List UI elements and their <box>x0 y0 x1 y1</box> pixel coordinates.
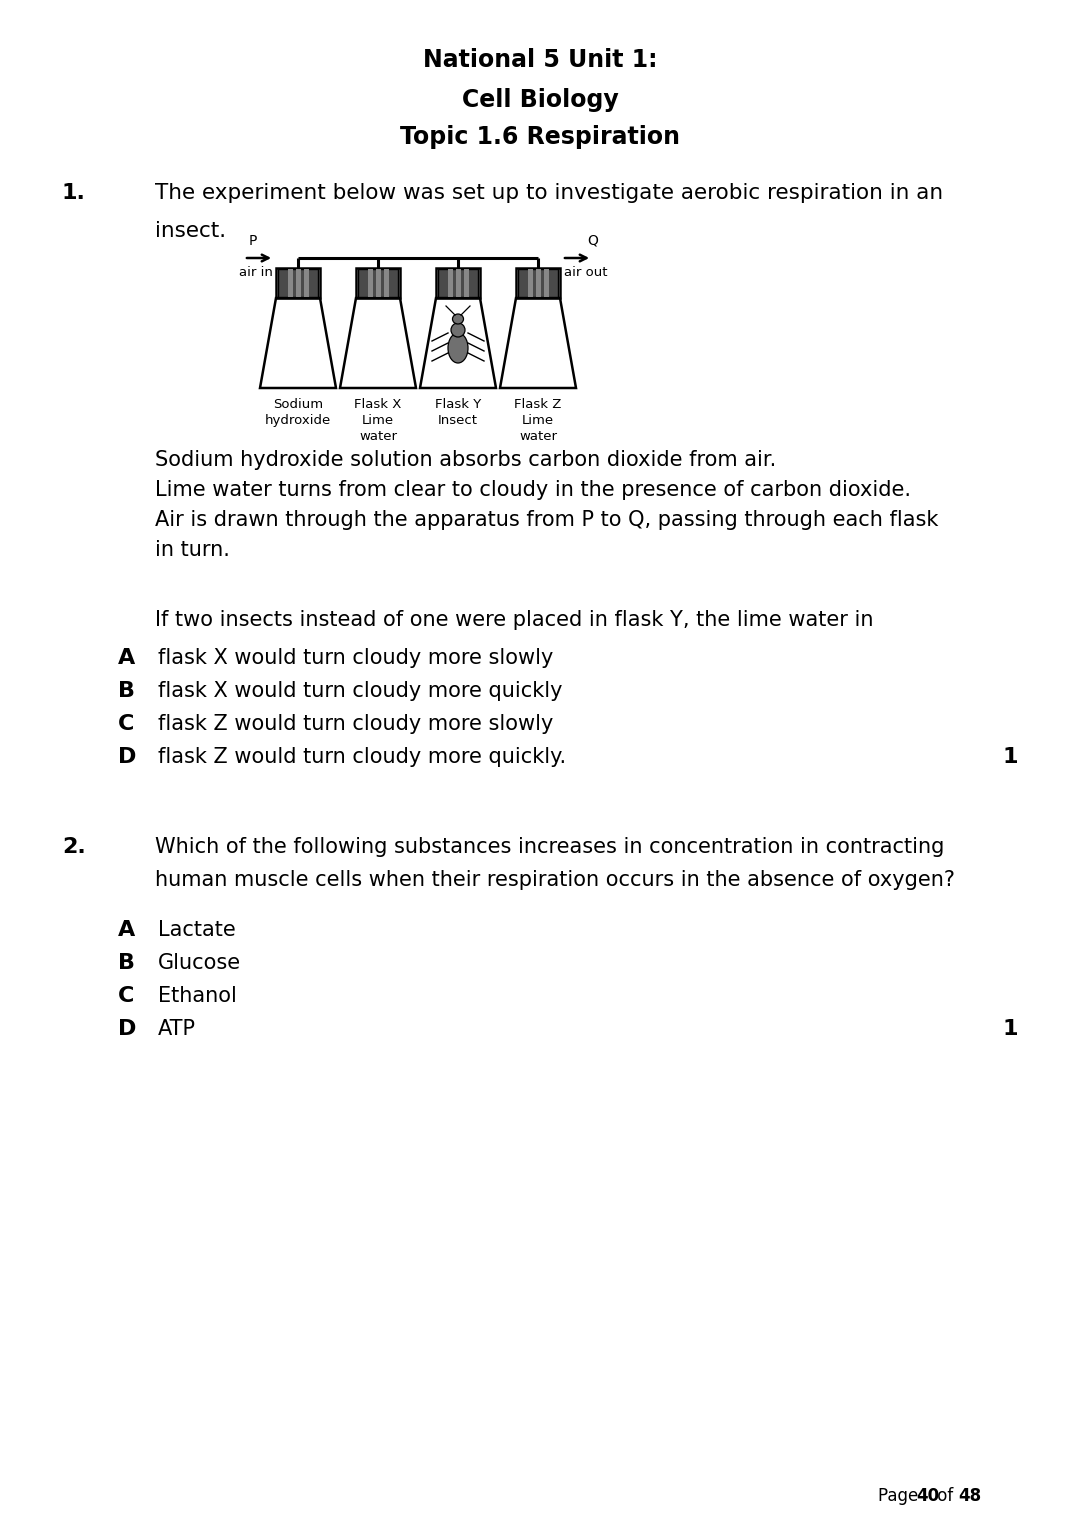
Text: National 5 Unit 1:: National 5 Unit 1: <box>422 47 658 72</box>
Polygon shape <box>447 269 453 296</box>
Polygon shape <box>456 269 460 296</box>
Text: human muscle cells when their respiration occurs in the absence of oxygen?: human muscle cells when their respiratio… <box>156 870 955 890</box>
Polygon shape <box>376 269 380 296</box>
Text: flask X would turn cloudy more quickly: flask X would turn cloudy more quickly <box>158 681 563 701</box>
Text: Ethanol: Ethanol <box>158 986 237 1006</box>
Text: in turn.: in turn. <box>156 541 230 560</box>
Text: Lactate: Lactate <box>158 919 235 941</box>
Text: C: C <box>118 715 134 734</box>
Text: 1.: 1. <box>62 183 86 203</box>
Text: 1: 1 <box>1002 747 1018 767</box>
Text: Lime water turns from clear to cloudy in the presence of carbon dioxide.: Lime water turns from clear to cloudy in… <box>156 479 912 499</box>
Text: 1: 1 <box>1002 1019 1018 1038</box>
Text: Flask X
Lime
water: Flask X Lime water <box>354 399 402 443</box>
Text: Cell Biology: Cell Biology <box>461 89 619 111</box>
Text: P: P <box>249 234 257 247</box>
Text: D: D <box>118 747 136 767</box>
Text: Sodium hydroxide solution absorbs carbon dioxide from air.: Sodium hydroxide solution absorbs carbon… <box>156 450 777 470</box>
Text: flask X would turn cloudy more slowly: flask X would turn cloudy more slowly <box>158 647 553 667</box>
Text: ATP: ATP <box>158 1019 195 1038</box>
Polygon shape <box>527 269 532 296</box>
Ellipse shape <box>453 315 463 324</box>
Text: flask Z would turn cloudy more quickly.: flask Z would turn cloudy more quickly. <box>158 747 566 767</box>
Text: The experiment below was set up to investigate aerobic respiration in an: The experiment below was set up to inves… <box>156 183 943 203</box>
Text: D: D <box>118 1019 136 1038</box>
Text: air in: air in <box>239 266 273 279</box>
Text: Flask Y
Insect: Flask Y Insect <box>435 399 481 428</box>
Text: Flask Z
Lime
water: Flask Z Lime water <box>514 399 562 443</box>
Text: air out: air out <box>564 266 607 279</box>
Text: If two insects instead of one were placed in flask Y, the lime water in: If two insects instead of one were place… <box>156 609 874 631</box>
Polygon shape <box>357 269 399 296</box>
Text: Glucose: Glucose <box>158 953 241 973</box>
Polygon shape <box>303 269 309 296</box>
Polygon shape <box>296 269 300 296</box>
Text: B: B <box>118 953 135 973</box>
Text: Which of the following substances increases in concentration in contracting: Which of the following substances increa… <box>156 837 944 857</box>
Polygon shape <box>287 269 293 296</box>
Polygon shape <box>463 269 469 296</box>
Text: Sodium
hydroxide: Sodium hydroxide <box>265 399 332 428</box>
Text: 40: 40 <box>916 1487 940 1506</box>
Polygon shape <box>383 269 389 296</box>
Text: Air is drawn through the apparatus from P to Q, passing through each flask: Air is drawn through the apparatus from … <box>156 510 939 530</box>
Text: Topic 1.6 Respiration: Topic 1.6 Respiration <box>400 125 680 150</box>
Text: C: C <box>118 986 134 1006</box>
Text: flask Z would turn cloudy more slowly: flask Z would turn cloudy more slowly <box>158 715 553 734</box>
Ellipse shape <box>451 324 465 337</box>
Polygon shape <box>536 269 540 296</box>
Text: insect.: insect. <box>156 221 226 241</box>
Text: B: B <box>118 681 135 701</box>
Polygon shape <box>367 269 373 296</box>
Text: 48: 48 <box>958 1487 981 1506</box>
Polygon shape <box>543 269 549 296</box>
Text: 2.: 2. <box>62 837 85 857</box>
Ellipse shape <box>448 333 468 363</box>
Polygon shape <box>278 269 318 296</box>
Text: A: A <box>118 647 135 667</box>
Text: Page: Page <box>878 1487 923 1506</box>
Text: of: of <box>932 1487 959 1506</box>
Polygon shape <box>438 269 478 296</box>
Polygon shape <box>518 269 558 296</box>
Text: A: A <box>118 919 135 941</box>
Text: Q: Q <box>588 234 598 247</box>
